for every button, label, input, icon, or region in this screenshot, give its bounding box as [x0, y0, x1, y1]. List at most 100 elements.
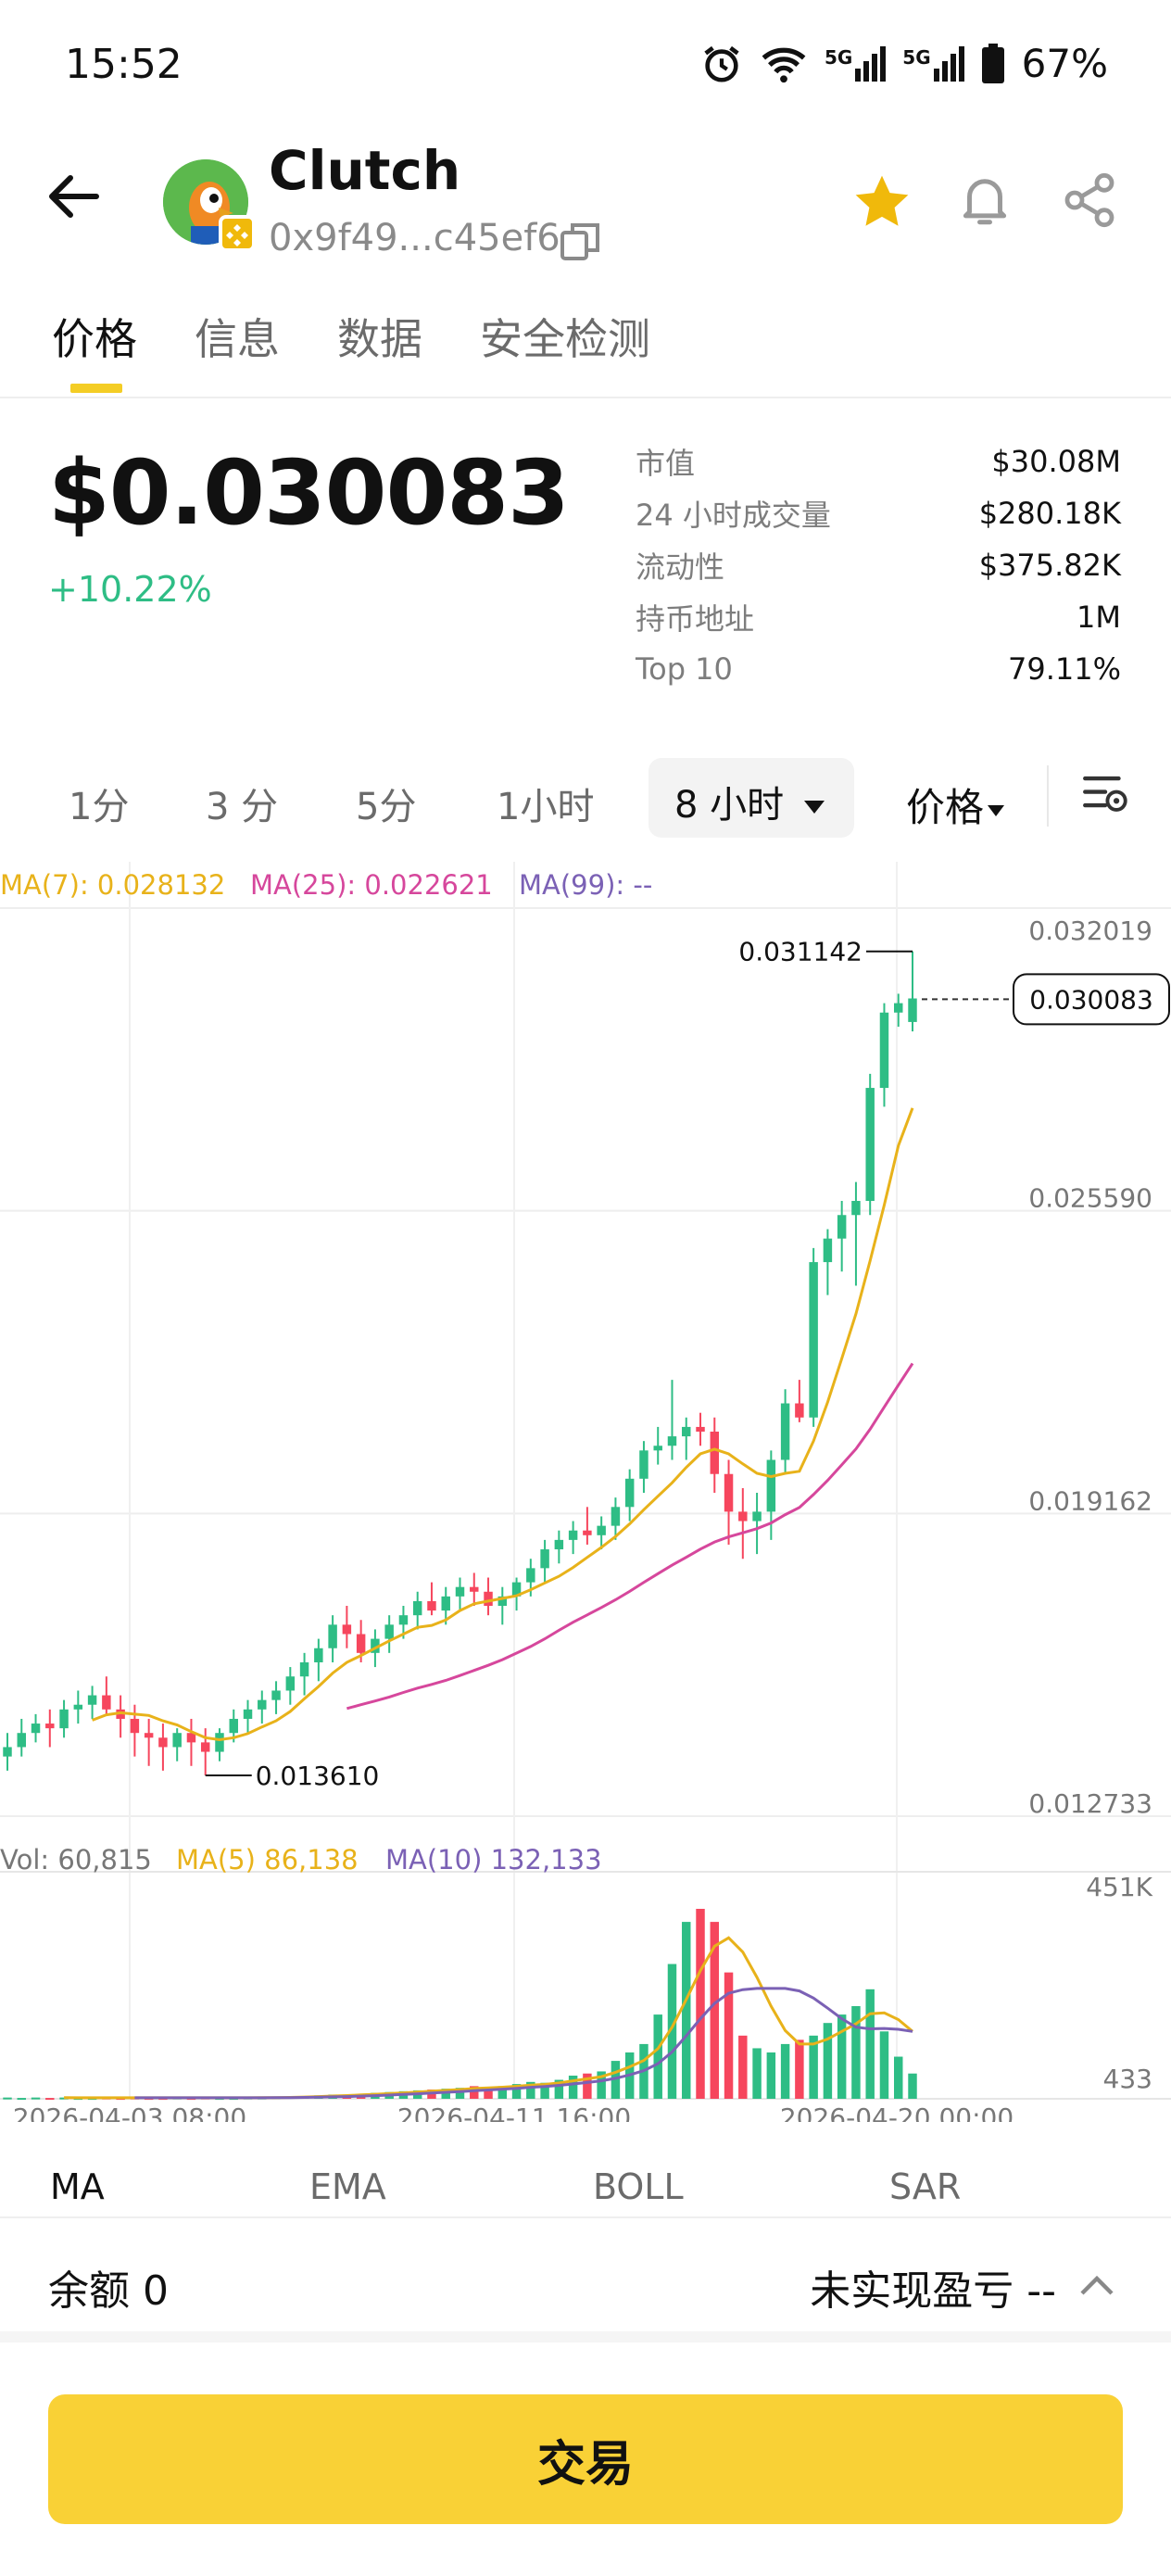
battery-icon: [981, 43, 1004, 83]
volume-bar: [568, 2076, 578, 2099]
indicator-tabs: MA EMA BOLL SAR: [0, 2139, 1171, 2213]
candle-body: [328, 1624, 337, 1648]
current-price-box: [1013, 973, 1170, 1026]
price-type-dropdown[interactable]: 价格: [906, 777, 1005, 833]
candle-body: [59, 1709, 69, 1729]
stat-label: 流动性: [636, 549, 725, 585]
stat-label: Top 10: [636, 651, 733, 687]
candle-body: [398, 1615, 409, 1625]
indicator-ma[interactable]: MA: [50, 2166, 105, 2207]
chart-settings-icon[interactable]: [1078, 767, 1132, 821]
tab-data[interactable]: 数据: [337, 314, 422, 364]
volume-bar: [470, 2086, 479, 2099]
volume-bar: [851, 2006, 861, 2099]
tab-price[interactable]: 价格: [52, 314, 137, 364]
candle-body: [837, 1215, 847, 1239]
volume-bar: [738, 2035, 748, 2099]
current-price-label: 0.030083: [1029, 984, 1153, 1015]
candle-body: [45, 1724, 55, 1729]
indicator-boll[interactable]: BOLL: [593, 2166, 684, 2207]
balance-bar[interactable]: 余额 0 未实现盈亏 --: [0, 2216, 1171, 2342]
share-icon[interactable]: [1060, 170, 1119, 230]
unrealized-pnl: 未实现盈亏 --: [810, 2267, 1056, 2315]
interval-selected-label: 8 小时: [674, 784, 785, 827]
indicator-ema[interactable]: EMA: [309, 2166, 386, 2207]
volume-bar: [780, 2043, 790, 2099]
interval-1h[interactable]: 1小时: [497, 786, 595, 828]
stat-value: $30.08M: [991, 444, 1121, 479]
stat-value: $280.18K: [978, 496, 1121, 531]
candle-body: [258, 1699, 267, 1710]
candle-body: [497, 1596, 508, 1607]
candle-body: [583, 1530, 592, 1535]
y-tick-label: 0.025590: [1028, 1183, 1152, 1214]
tab-info[interactable]: 信息: [195, 314, 280, 364]
volume-bar: [497, 2086, 508, 2099]
indicator-sar[interactable]: SAR: [889, 2166, 962, 2207]
chevron-down-icon: [988, 804, 1005, 816]
candle-body: [271, 1690, 281, 1700]
active-tab-indicator: [70, 384, 122, 393]
candle-body: [3, 1747, 12, 1757]
candle-body: [200, 1742, 210, 1752]
legend-vol-ma5: MA(5) 86,138: [176, 1844, 359, 1875]
candle-body: [526, 1568, 535, 1583]
chevron-up-icon[interactable]: [1078, 2270, 1115, 2298]
back-arrow-icon[interactable]: [44, 167, 104, 226]
volume-bar: [554, 2079, 564, 2099]
y-tick-label: 0.032019: [1028, 915, 1152, 946]
volume-bar: [511, 2084, 522, 2099]
candle-body: [639, 1450, 648, 1479]
volume-bar: [766, 2052, 776, 2099]
candle-body: [823, 1238, 833, 1263]
volume-tick-label: 451K: [1086, 1872, 1152, 1902]
candle-body: [17, 1733, 26, 1748]
price-chart[interactable]: 0.032019 0.025590 0.019162 0.012733 0.031142…: [0, 862, 1171, 2122]
battery-percent: 67%: [1021, 41, 1108, 86]
candle-body: [455, 1586, 465, 1597]
tab-security-check[interactable]: 安全检测: [480, 314, 650, 364]
stat-row-holders: 持币地址 1M: [636, 591, 1121, 643]
bell-icon[interactable]: [954, 169, 1015, 230]
x-axis-label: 2026-04-11 16:00: [397, 2102, 631, 2122]
candle-body: [511, 1582, 522, 1597]
volume-bar: [894, 2056, 903, 2099]
token-stats: 市值 $30.08M 24 小时成交量 $280.18K 流动性 $375.82K 持…: [636, 436, 1121, 695]
status-time: 15:52: [65, 41, 183, 88]
candle-body: [31, 1724, 41, 1734]
volume-tick-label: 433: [1103, 2064, 1152, 2094]
interval-3m[interactable]: 3 分: [206, 786, 279, 828]
volume-bar: [809, 2035, 818, 2099]
tab-bar: 价格 信息 数据 安全检测: [0, 297, 1171, 398]
candle-body: [597, 1525, 606, 1535]
candle-body: [766, 1459, 776, 1512]
candle-body: [540, 1549, 549, 1569]
volume-bar: [696, 1909, 705, 2099]
candle-body: [851, 1201, 861, 1216]
interval-1m[interactable]: 1分: [69, 786, 130, 828]
volume-bar: [865, 1989, 875, 2099]
volume-bar: [879, 2031, 889, 2099]
candle-body: [809, 1262, 818, 1418]
trade-button[interactable]: 交易: [48, 2394, 1123, 2524]
volume-bar: [611, 2061, 621, 2099]
candle-body: [865, 1088, 875, 1202]
low-price-label: 0.013610: [256, 1761, 380, 1791]
legend-ma7: MA(7): 0.028132: [0, 869, 226, 901]
candle-body: [879, 1012, 889, 1089]
interval-8h-dropdown[interactable]: 8 小时: [648, 758, 854, 838]
copy-icon[interactable]: [558, 219, 602, 263]
wifi-icon: [762, 47, 806, 82]
candle-body: [554, 1539, 564, 1550]
candle-body: [299, 1661, 309, 1677]
stat-value: 1M: [1077, 600, 1121, 635]
candle-body: [102, 1695, 111, 1710]
candle-body: [87, 1695, 97, 1705]
star-icon[interactable]: [850, 170, 913, 234]
candle-body: [667, 1436, 677, 1446]
candle-body: [738, 1511, 748, 1522]
volume-bar: [795, 2039, 804, 2099]
ma7-line: [92, 1107, 914, 1742]
high-price-label: 0.031142: [738, 937, 863, 967]
interval-5m[interactable]: 5分: [356, 786, 417, 828]
